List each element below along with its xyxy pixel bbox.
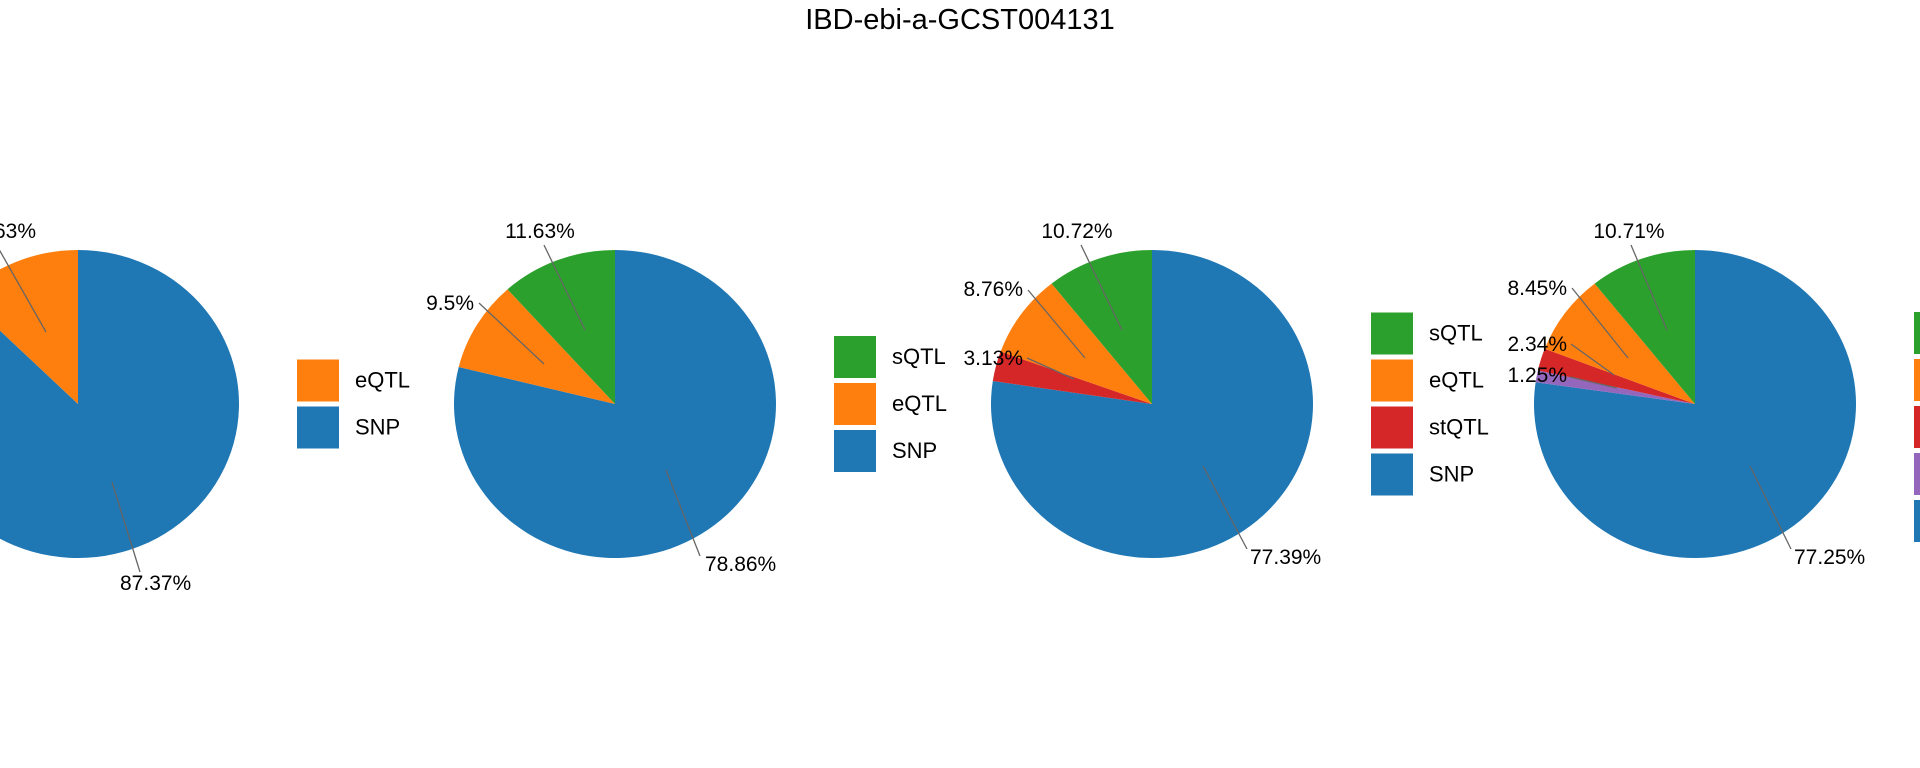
slice-percent-label: 78.86% xyxy=(705,553,776,576)
legend-swatch-snp xyxy=(297,406,339,449)
slice-percent-label: 12.63% xyxy=(0,220,36,243)
pie-slice-eqtl xyxy=(0,250,78,404)
leader-line xyxy=(1749,465,1792,550)
leader-line xyxy=(1630,244,1668,331)
slice-percent-label: 8.76% xyxy=(963,278,1023,301)
slice-percent-label: 10.72% xyxy=(1041,220,1112,243)
legend-3: sQTL eQTL stQTL SNP xyxy=(1371,312,1489,496)
legend-label: sQTL xyxy=(1429,321,1483,346)
leader-line xyxy=(1202,465,1248,550)
leader-line xyxy=(1026,357,1075,380)
legend-swatch-eqtl xyxy=(1371,359,1413,402)
legend-swatch-snp xyxy=(1914,500,1920,542)
legend-2: sQTL eQTL SNP xyxy=(834,336,947,472)
legend-label: sQTL xyxy=(892,344,946,369)
legend-label: eQTL xyxy=(1429,368,1484,393)
legend-swatch-snp xyxy=(1371,453,1413,496)
slice-percent-label: 11.63% xyxy=(505,220,575,243)
pie-slice-stqtl xyxy=(1537,348,1695,404)
leader-line xyxy=(1080,244,1123,331)
leader-line xyxy=(0,249,47,333)
leader-line xyxy=(543,244,586,331)
legend-swatch-eqtl xyxy=(834,383,876,425)
pie-slice-eqtl xyxy=(1544,283,1695,404)
leader-line xyxy=(1571,287,1629,359)
slice-percent-label: 77.25% xyxy=(1794,546,1865,569)
pie-slice-eqtl xyxy=(1000,283,1152,404)
slice-percent-label: 1.25% xyxy=(1507,364,1567,387)
slice-percent-label: 77.39% xyxy=(1250,546,1321,569)
legend-label: stQTL xyxy=(1429,415,1489,440)
slice-percent-label: 10.71% xyxy=(1593,220,1664,243)
legend-label: SNP xyxy=(355,415,400,440)
slice-percent-label: 8.45% xyxy=(1507,277,1567,300)
slice-percent-label: 2.34% xyxy=(1507,333,1567,356)
pie-slice-snp xyxy=(0,250,239,558)
pie-chart-3: 77.39% 3.13% 8.76% 10.72% xyxy=(963,220,1321,569)
leader-line xyxy=(111,481,141,573)
leader-line xyxy=(665,469,701,557)
legend-label: eQTL xyxy=(355,368,410,393)
legend-swatch-eqtl xyxy=(1914,359,1920,401)
legend-swatch-sqtl xyxy=(1371,312,1413,355)
pie-slice-snp xyxy=(991,250,1313,559)
leader-line xyxy=(1569,376,1618,389)
slice-percent-label: 87.37% xyxy=(120,572,191,595)
pie-slice-eqtl xyxy=(458,289,615,404)
pie-chart-4: 77.25% 1.25% 2.34% 8.45% 10.71% xyxy=(1507,220,1865,569)
pie-slice-snp xyxy=(1534,250,1856,559)
legend-label: SNP xyxy=(892,438,937,463)
legend-5-partial xyxy=(1914,312,1920,542)
pie-chart-2: 78.86% 9.5% 11.63% xyxy=(426,220,776,576)
legend-swatch-stqtl xyxy=(1371,406,1413,449)
pie-slice-sqtl xyxy=(507,250,615,404)
pie-slice-sqtl xyxy=(1594,250,1695,404)
leader-line xyxy=(1570,343,1615,376)
legend-swatch-other xyxy=(1914,453,1920,495)
legend-label: eQTL xyxy=(892,391,947,416)
legend-1: eQTL SNP xyxy=(297,359,410,449)
legend-swatch-snp xyxy=(834,430,876,472)
slice-percent-label: 9.5% xyxy=(426,292,474,315)
slice-percent-label: 3.13% xyxy=(963,347,1023,370)
leader-line xyxy=(1027,289,1086,359)
legend-swatch-stqtl xyxy=(1914,406,1920,448)
legend-label: SNP xyxy=(1429,462,1474,487)
pie-chart-1: 87.37% 12.63% xyxy=(0,220,239,595)
legend-swatch-sqtl xyxy=(1914,312,1920,354)
pie-slice-snp xyxy=(454,250,777,559)
legend-swatch-sqtl xyxy=(834,336,876,378)
legend-swatch-eqtl xyxy=(297,359,339,402)
leader-line xyxy=(478,302,545,365)
pie-slice-sqtl xyxy=(1051,250,1152,404)
chart-title: IBD-ebi-a-GCST004131 xyxy=(805,4,1115,36)
